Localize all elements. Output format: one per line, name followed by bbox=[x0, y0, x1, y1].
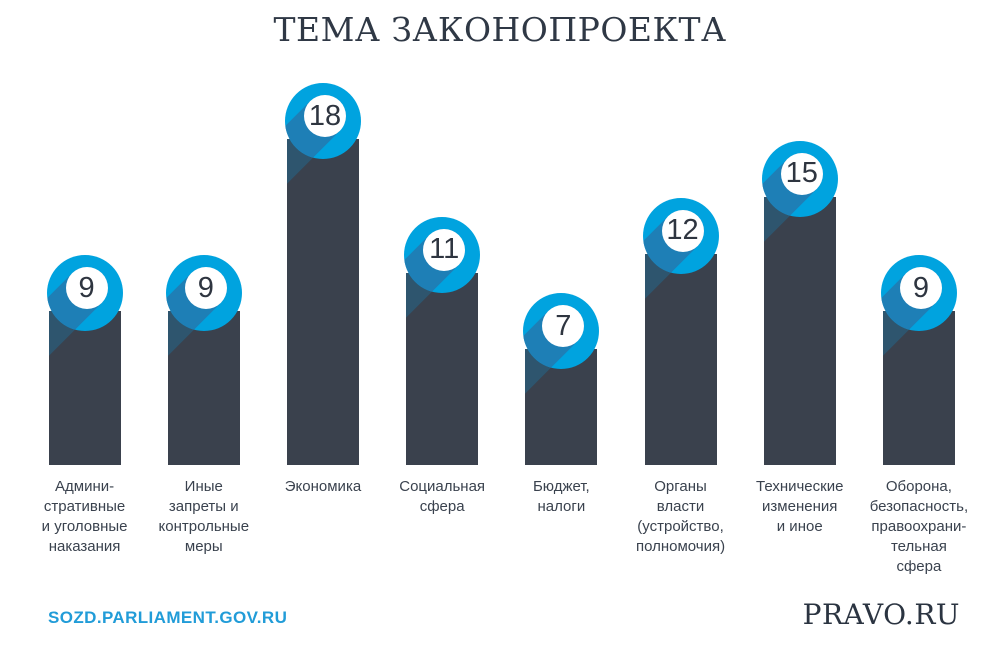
value-circle: 15 bbox=[780, 152, 823, 195]
bar-value: 7 bbox=[555, 309, 572, 342]
bar-value: 15 bbox=[785, 157, 818, 189]
bar-column: 18 bbox=[263, 75, 382, 465]
value-badge: 9 bbox=[880, 255, 957, 332]
bar-column: 9 bbox=[25, 75, 144, 465]
category-label: Админи- стративные и уголовные наказания bbox=[41, 478, 128, 555]
category-label: Экономика bbox=[284, 478, 362, 495]
value-badge: 9 bbox=[165, 255, 242, 332]
pravo-logo: PRAVO.RU bbox=[802, 598, 960, 631]
source-link[interactable]: SOZD.PARLIAMENT.GOV.RU bbox=[48, 608, 288, 627]
bar-column: 15 bbox=[740, 75, 859, 465]
value-circle: 7 bbox=[542, 305, 585, 348]
category-label: Технические изменения и иное bbox=[756, 478, 844, 535]
value-badge: 9 bbox=[46, 255, 123, 332]
category-label: Оборона, безопасность, правоохрани- тель… bbox=[869, 478, 969, 575]
category-label: Социальная сфера bbox=[399, 478, 486, 515]
bar-value: 9 bbox=[197, 271, 214, 304]
bar bbox=[48, 311, 121, 465]
bar-value: 18 bbox=[308, 99, 342, 132]
chart-title: ТЕМА ЗАКОНОПРОЕКТА bbox=[273, 10, 727, 49]
category-label: Бюджет, налоги bbox=[532, 478, 590, 515]
value-circle: 12 bbox=[661, 209, 704, 252]
bar-chart: 9 9 18 11 bbox=[25, 75, 979, 465]
bar-column: 7 bbox=[502, 75, 621, 465]
bar-value: 9 bbox=[912, 271, 929, 304]
footer: SOZD.PARLIAMENT.GOV.RU PRAVO.RU bbox=[48, 598, 960, 631]
value-circle: 9 bbox=[65, 267, 108, 310]
bar-value: 12 bbox=[666, 214, 699, 247]
category-label: Органы власти (устройство, полномочия) bbox=[635, 478, 726, 555]
bar-value: 11 bbox=[429, 233, 460, 266]
value-circle: 9 bbox=[899, 267, 942, 310]
value-badge: 15 bbox=[761, 140, 838, 217]
bar-column: 9 bbox=[144, 75, 263, 465]
value-badge: 7 bbox=[523, 293, 600, 370]
bar-column: 12 bbox=[621, 75, 740, 465]
category-labels-row: Админи- стративные и уголовные наказания… bbox=[25, 477, 979, 577]
bar-value: 9 bbox=[78, 271, 95, 304]
value-badge: 18 bbox=[284, 83, 361, 160]
bar bbox=[763, 196, 836, 465]
bar bbox=[406, 272, 479, 465]
value-circle: 18 bbox=[303, 95, 346, 138]
value-circle: 11 bbox=[423, 228, 466, 271]
value-badge: 11 bbox=[404, 216, 481, 293]
bar bbox=[167, 311, 240, 465]
bar-column: 11 bbox=[383, 75, 502, 465]
bar bbox=[644, 253, 717, 465]
value-badge: 12 bbox=[642, 197, 719, 274]
category-label: Иные запреты и контрольные меры bbox=[158, 478, 250, 555]
bar bbox=[286, 139, 359, 465]
bar-column: 9 bbox=[859, 75, 978, 465]
value-circle: 9 bbox=[184, 267, 227, 310]
bar bbox=[882, 311, 955, 465]
